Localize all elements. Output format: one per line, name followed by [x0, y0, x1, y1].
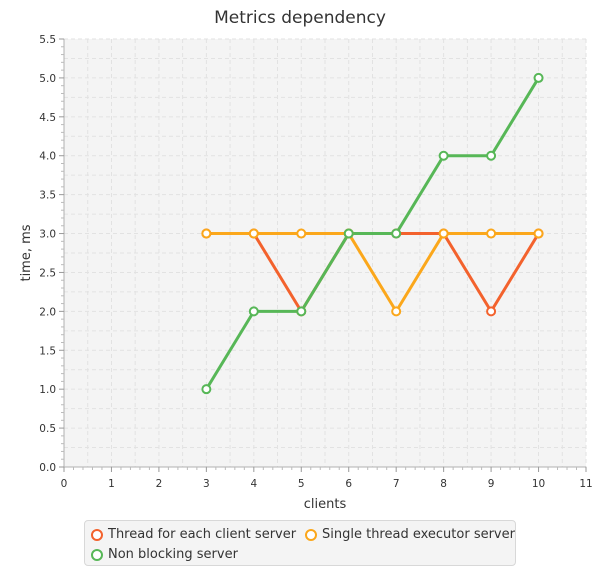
data-point: [533, 72, 544, 83]
x-tick-label: 6: [345, 478, 352, 490]
data-point: [533, 228, 544, 239]
x-axis-label: clients: [304, 497, 347, 512]
y-axis-label: time, ms: [19, 224, 34, 281]
y-tick-label: 4.0: [39, 151, 56, 163]
chart-title: Metrics dependency: [214, 8, 386, 28]
y-tick-label: 3.0: [39, 229, 56, 241]
data-point: [296, 306, 307, 317]
x-tick-label: 10: [532, 478, 545, 490]
y-tick-label: 1.0: [39, 384, 56, 396]
data-point: [248, 228, 259, 239]
data-point: [486, 150, 497, 161]
series-line-1: [206, 232, 539, 313]
data-point: [391, 306, 402, 317]
y-tick-label: 2.0: [39, 306, 56, 318]
legend-marker-icon: [91, 528, 103, 541]
chart: Metrics dependency 0 1 2 3 4 5 6 7 8 9 10 11 0.0 0.5 1…: [19, 8, 593, 512]
x-tick-label: 4: [250, 478, 257, 490]
series-line-2: [205, 77, 540, 390]
y-tick-label: 2.5: [39, 267, 56, 279]
legend: Thread for each client server Single thr…: [84, 520, 516, 566]
data-point: [486, 306, 497, 317]
y-tick-label: 4.5: [39, 112, 56, 124]
y-tick-label: 0.5: [39, 423, 56, 435]
legend-label: Thread for each client server: [108, 527, 297, 542]
y-tick-label: 0.0: [39, 462, 56, 474]
data-point: [438, 150, 449, 161]
x-tick-label: 2: [156, 478, 163, 490]
legend-label: Non blocking server: [108, 547, 238, 562]
legend-label: Single thread executor server: [322, 527, 515, 542]
data-point: [438, 228, 449, 239]
legend-item-thread: Thread for each client server: [91, 527, 296, 542]
x-tick-label: 5: [298, 478, 305, 490]
data-point: [201, 384, 212, 395]
x-tick-label: 3: [203, 478, 210, 490]
x-tick-label: 9: [488, 478, 495, 490]
data-point: [296, 228, 307, 239]
legend-item-nonblocking: Non blocking server: [91, 547, 238, 562]
legend-marker-icon: [91, 548, 103, 561]
y-tick-label: 3.5: [39, 190, 56, 202]
y-tick-label: 5.0: [39, 73, 56, 85]
legend-item-single: Single thread executor server: [305, 527, 515, 542]
data-point: [343, 228, 354, 239]
data-point: [391, 228, 402, 239]
legend-marker-icon: [305, 528, 317, 541]
x-tick-label: 0: [61, 478, 68, 490]
x-tick-label: 8: [440, 478, 447, 490]
data-point: [248, 306, 259, 317]
axes: 0 1 2 3 4 5 6 7 8 9 10 11 0.0 0.5 1.0 1.5 2.0 2.5 3.0 3.5 4.…: [39, 34, 592, 490]
data-point: [486, 228, 497, 239]
data-point: [201, 228, 212, 239]
y-tick-label: 5.5: [39, 34, 56, 46]
y-tick-label: 1.5: [39, 345, 56, 357]
x-tick-label: 11: [579, 478, 592, 490]
series: [201, 72, 544, 395]
x-tick-label: 7: [393, 478, 400, 490]
x-tick-label: 1: [108, 478, 115, 490]
